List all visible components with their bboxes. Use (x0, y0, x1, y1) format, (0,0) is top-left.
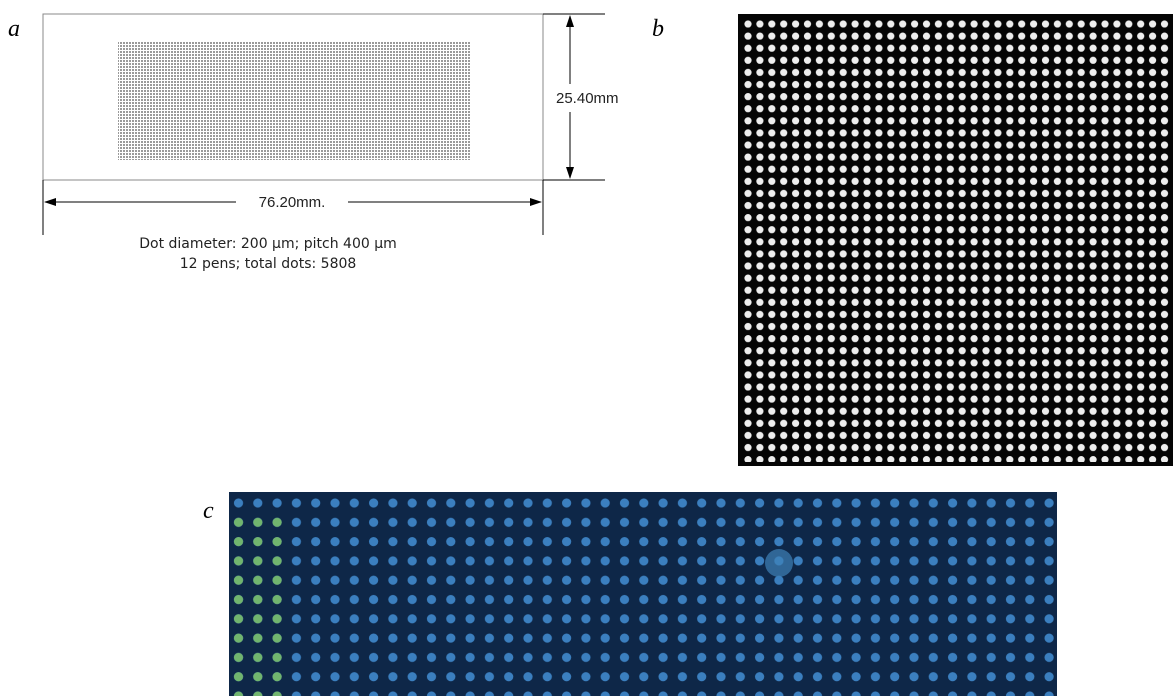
bright-spots (229, 510, 287, 696)
height-dimension: 25.40mm (556, 90, 619, 107)
artifact (765, 549, 793, 577)
caption-line: Dot diameter: 200 μm; pitch 400 μm (139, 236, 397, 252)
spot-grid (229, 492, 1057, 696)
width-dimension: 76.20mm. (259, 194, 326, 211)
panel-label: c (203, 498, 214, 524)
panel-label: b (652, 16, 664, 42)
spot-grid (742, 18, 1170, 462)
panel-label: a (8, 16, 20, 42)
figure: a 25.40mm 76.20mm. Dot diameter: 200 μm;… (0, 0, 1173, 696)
caption-line: 12 pens; total dots: 5808 (180, 256, 357, 272)
dot-array (118, 42, 470, 160)
